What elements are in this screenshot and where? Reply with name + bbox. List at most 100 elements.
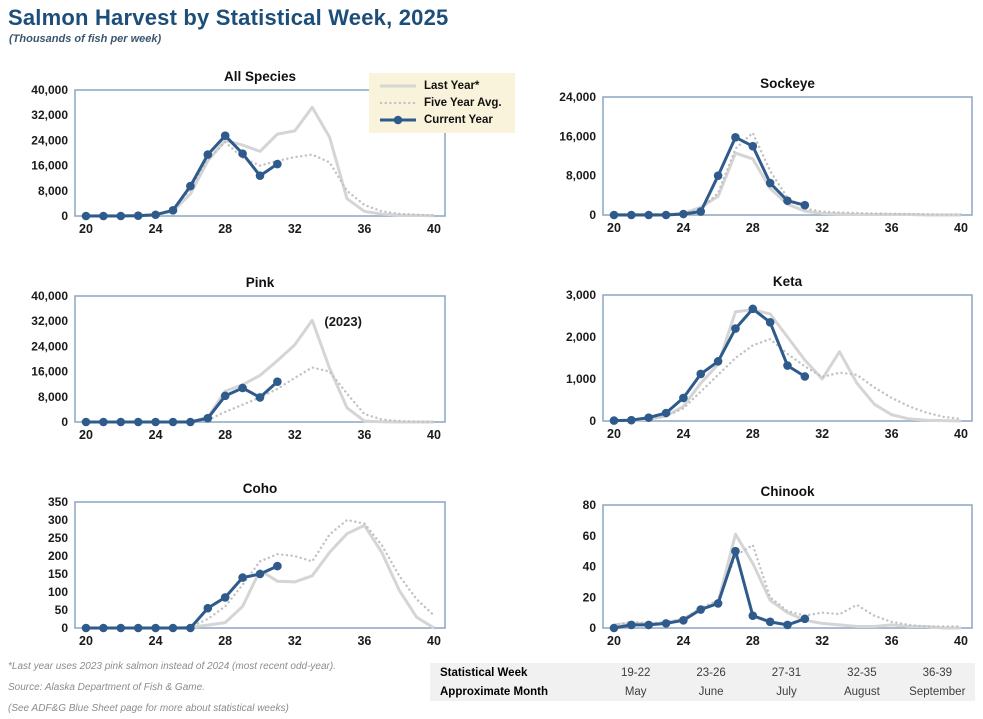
svg-text:1,000: 1,000 (566, 372, 596, 386)
svg-text:2,000: 2,000 (566, 330, 596, 344)
footnote-last-year: *Last year uses 2023 pink salmon instead… (8, 661, 336, 672)
svg-text:24,000: 24,000 (559, 90, 596, 104)
table-month-cell: August (843, 685, 880, 698)
svg-text:32: 32 (288, 428, 302, 442)
chart-title-coho: Coho (242, 481, 278, 496)
table-month-cell: September (909, 685, 966, 698)
svg-text:28: 28 (218, 222, 232, 236)
svg-text:0: 0 (589, 621, 596, 635)
svg-text:16,000: 16,000 (31, 365, 68, 379)
svg-text:36: 36 (357, 634, 371, 648)
svg-text:16,000: 16,000 (31, 159, 68, 173)
svg-text:32: 32 (288, 222, 302, 236)
svg-text:8,000: 8,000 (38, 184, 68, 198)
svg-text:0: 0 (61, 621, 68, 635)
svg-text:24: 24 (676, 221, 690, 235)
svg-text:28: 28 (746, 427, 760, 441)
table-month-cell: June (698, 685, 724, 698)
svg-text:36: 36 (357, 428, 371, 442)
table-month-cell: July (776, 685, 797, 698)
svg-text:20: 20 (583, 590, 597, 604)
chart-title-chinook: Chinook (760, 484, 815, 499)
chart-title-pink: Pink (245, 275, 275, 290)
five-year-avg-line-sample-icon (379, 101, 417, 105)
svg-text:24,000: 24,000 (31, 339, 68, 353)
svg-text:20: 20 (607, 427, 621, 441)
legend-label: Current Year (424, 114, 493, 126)
svg-text:32: 32 (815, 427, 829, 441)
table-week-cell: 27-31 (771, 666, 802, 679)
table-week-cell: 32-35 (847, 666, 877, 679)
svg-text:20: 20 (607, 221, 621, 235)
svg-text:28: 28 (746, 634, 760, 648)
svg-text:8,000: 8,000 (38, 390, 68, 404)
svg-text:28: 28 (218, 634, 232, 648)
svg-text:0: 0 (589, 208, 596, 222)
svg-text:24: 24 (676, 427, 690, 441)
svg-text:32: 32 (815, 221, 829, 235)
svg-text:36: 36 (885, 221, 899, 235)
chart-legend: Last Year* Five Year Avg. Current Year (369, 73, 515, 133)
svg-text:28: 28 (218, 428, 232, 442)
svg-text:40: 40 (427, 222, 441, 236)
svg-text:200: 200 (48, 549, 68, 563)
svg-text:40: 40 (954, 427, 968, 441)
svg-text:40: 40 (954, 634, 968, 648)
table-week-cell: 36-39 (922, 666, 952, 679)
svg-text:40: 40 (583, 560, 597, 574)
svg-text:24: 24 (149, 428, 163, 442)
chart-coho: 0 50 100 150 200 250 300 350 20 24 28 32 36 40 (48, 495, 446, 648)
svg-text:24,000: 24,000 (31, 133, 68, 147)
chart-title-keta: Keta (772, 274, 803, 289)
svg-text:100: 100 (48, 585, 68, 599)
svg-text:28: 28 (746, 221, 760, 235)
svg-text:32,000: 32,000 (31, 314, 68, 328)
svg-text:24: 24 (676, 634, 690, 648)
svg-text:32: 32 (815, 634, 829, 648)
table-row-label-week: Statistical Week (440, 666, 528, 679)
svg-text:300: 300 (48, 513, 68, 527)
svg-text:20: 20 (79, 222, 93, 236)
svg-text:50: 50 (55, 603, 69, 617)
svg-text:3,000: 3,000 (566, 288, 596, 302)
chart-chinook: 0 20 40 60 80 20 24 28 32 36 40 (583, 498, 973, 648)
svg-text:16,000: 16,000 (559, 129, 596, 143)
footnote-blue-sheet: (See ADF&G Blue Sheet page for more abou… (8, 703, 289, 714)
table-month-cell: May (624, 685, 647, 698)
svg-text:40: 40 (427, 428, 441, 442)
svg-text:40,000: 40,000 (31, 83, 68, 97)
statistical-week-table: Statistical Week 19-22 23-26 27-31 32-35… (430, 663, 975, 701)
current-year-line-sample-icon (380, 115, 416, 125)
svg-text:36: 36 (885, 427, 899, 441)
svg-text:350: 350 (48, 495, 68, 509)
legend-item-five-year-avg: Five Year Avg. (379, 97, 507, 109)
svg-text:40,000: 40,000 (31, 289, 68, 303)
svg-text:20: 20 (79, 428, 93, 442)
table-week-cell: 23-26 (696, 666, 726, 679)
footnote-source: Source: Alaska Department of Fish & Game… (8, 682, 205, 693)
svg-text:24: 24 (149, 222, 163, 236)
chart-sockeye: 0 8,000 16,000 24,000 20 24 28 32 36 40 (559, 90, 973, 235)
chart-pink: 0 8,000 16,000 24,000 32,000 40,000 20 24 28 32 36… (31, 289, 446, 442)
page-title: Salmon Harvest by Statistical Week, 2025 (8, 5, 449, 30)
svg-text:150: 150 (48, 567, 68, 581)
svg-text:24: 24 (149, 634, 163, 648)
svg-text:80: 80 (583, 498, 597, 512)
table-row-label-month: Approximate Month (440, 685, 548, 698)
svg-text:20: 20 (79, 634, 93, 648)
last-year-line-sample-icon (380, 84, 416, 88)
svg-text:250: 250 (48, 531, 68, 545)
svg-text:20: 20 (607, 634, 621, 648)
svg-text:36: 36 (357, 222, 371, 236)
legend-item-current-year: Current Year (379, 114, 507, 126)
page-subtitle: (Thousands of fish per week) (9, 33, 162, 45)
svg-text:32: 32 (288, 634, 302, 648)
legend-item-last-year: Last Year* (379, 80, 507, 92)
svg-text:60: 60 (583, 529, 597, 543)
svg-text:0: 0 (61, 415, 68, 429)
svg-text:32,000: 32,000 (31, 108, 68, 122)
svg-text:0: 0 (589, 414, 596, 428)
table-week-cell: 19-22 (620, 666, 651, 679)
svg-text:8,000: 8,000 (566, 169, 596, 183)
